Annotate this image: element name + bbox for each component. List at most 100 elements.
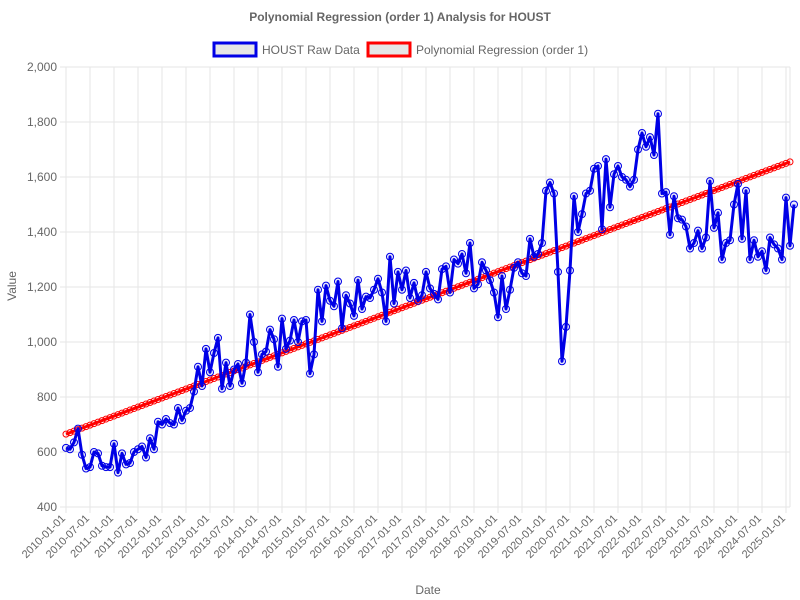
raw-data-point — [778, 255, 786, 264]
legend[interactable]: HOUST Raw Data Polynomial Regression (or… — [212, 41, 588, 58]
raw-data-point — [758, 247, 766, 256]
regression-point — [658, 206, 666, 214]
raw-data-point — [338, 324, 346, 333]
raw-data-point — [414, 296, 422, 305]
raw-data-point — [626, 182, 634, 191]
regression-point — [606, 226, 614, 234]
raw-data-point — [718, 255, 726, 264]
raw-data-point — [410, 278, 418, 287]
regression-point — [642, 212, 650, 220]
legend-item-regression[interactable]: Polynomial Regression (order 1) — [366, 41, 588, 58]
regression-point — [578, 236, 586, 244]
raw-data-point — [426, 284, 434, 293]
raw-data-point — [710, 223, 718, 232]
raw-data-point — [274, 362, 282, 371]
raw-data-point — [142, 453, 150, 462]
raw-data-point — [466, 239, 474, 247]
raw-data-point — [482, 266, 490, 275]
regression-point — [626, 218, 634, 226]
y-tick-label: 1,400 — [27, 225, 57, 239]
raw-data-point — [574, 228, 582, 236]
regression-point — [326, 331, 334, 339]
regression-point — [146, 399, 154, 407]
raw-data-point — [86, 463, 94, 472]
raw-data-point — [394, 267, 402, 276]
regression-point — [738, 176, 746, 184]
raw-data-point — [522, 272, 530, 280]
raw-data-point — [378, 288, 386, 297]
raw-data-point — [354, 276, 362, 285]
raw-data-point — [246, 310, 254, 319]
regression-point — [330, 329, 338, 337]
raw-data-point — [722, 239, 730, 247]
raw-data-point — [678, 215, 686, 224]
raw-data-point — [586, 186, 594, 195]
raw-data-point — [630, 175, 638, 184]
regression-point — [774, 162, 782, 170]
legend-item-raw[interactable]: HOUST Raw Data — [212, 41, 360, 58]
raw-data-point — [250, 338, 258, 346]
raw-data-point — [646, 133, 654, 142]
regression-point — [754, 170, 762, 178]
series-layer — [62, 109, 798, 477]
raw-data-point — [578, 210, 586, 219]
y-tick-label: 2,000 — [27, 60, 57, 74]
raw-data-point — [614, 162, 622, 170]
raw-data-point — [178, 416, 186, 425]
raw-data-point — [642, 142, 650, 151]
regression-point — [94, 418, 102, 426]
raw-data-point — [406, 294, 414, 302]
raw-data-point — [446, 288, 454, 297]
raw-data-point — [550, 189, 558, 198]
regression-point — [742, 174, 750, 182]
regression-point — [778, 161, 786, 169]
raw-data-point — [346, 299, 354, 308]
raw-data-point — [670, 192, 678, 201]
raw-data-point — [206, 368, 214, 377]
regression-point — [462, 280, 470, 288]
raw-data-point — [150, 445, 158, 454]
regression-point — [722, 182, 730, 190]
regression-point — [638, 214, 646, 222]
raw-data-point — [186, 404, 194, 412]
regression-point — [562, 242, 570, 250]
regression-point — [458, 281, 466, 289]
regression-point — [590, 232, 598, 240]
raw-data-point — [538, 239, 546, 247]
raw-data-point — [194, 362, 202, 371]
regression-point — [294, 343, 302, 351]
raw-data-point — [766, 233, 774, 242]
regression-point — [594, 230, 602, 238]
raw-data-point — [514, 258, 522, 267]
raw-data-point — [698, 244, 706, 253]
regression-point — [786, 158, 794, 166]
raw-data-point — [526, 234, 534, 243]
series-regression — [62, 158, 794, 438]
regression-point — [686, 195, 694, 203]
raw-data-point — [702, 233, 710, 242]
y-tick-label: 600 — [37, 445, 57, 459]
raw-data-point — [238, 379, 246, 388]
raw-data-point — [786, 241, 794, 250]
raw-data-point — [286, 336, 294, 345]
raw-data-point — [322, 281, 330, 290]
grid — [60, 66, 791, 513]
regression-point — [718, 183, 726, 191]
y-tick-label: 1,800 — [27, 115, 57, 129]
regression-point — [118, 409, 126, 417]
raw-data-point — [386, 252, 394, 261]
raw-data-point — [350, 311, 358, 320]
raw-data-point — [478, 258, 486, 267]
raw-data-point — [182, 406, 190, 415]
regression-point — [650, 209, 658, 217]
raw-data-point — [330, 302, 338, 311]
regression-point — [182, 385, 190, 393]
raw-data-point — [294, 338, 302, 346]
raw-data-point — [74, 424, 82, 433]
raw-data-point — [266, 325, 274, 334]
raw-data-point — [226, 382, 234, 390]
raw-data-point — [242, 358, 250, 367]
raw-data-line — [65, 112, 796, 475]
regression-point — [714, 185, 722, 193]
